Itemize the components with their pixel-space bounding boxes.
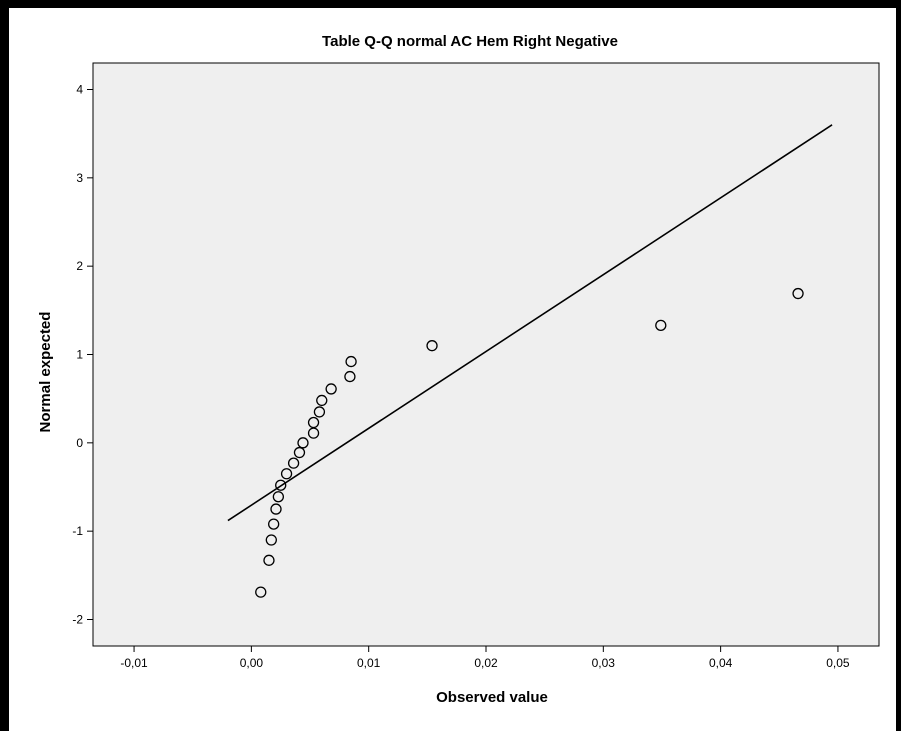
y-tick-label: 4 <box>76 83 83 97</box>
outer-border-top <box>0 0 901 8</box>
data-point <box>293 446 306 459</box>
x-axis-label: Observed value <box>436 689 548 706</box>
data-point <box>272 491 285 503</box>
y-axis-label: Normal expected <box>37 312 54 433</box>
y-tick-label: 0 <box>76 436 83 450</box>
y-tick-label: 2 <box>76 259 83 273</box>
x-tick-label: 0,01 <box>357 656 381 670</box>
x-axis: -0,01 0,00 0,01 0,02 0,03 0,04 0,05 <box>120 646 850 670</box>
reference-line <box>227 124 833 522</box>
x-tick-label: 0,00 <box>240 656 264 670</box>
data-point <box>297 437 309 449</box>
data-point <box>265 534 277 546</box>
x-tick-label: 0,03 <box>592 656 616 670</box>
data-point <box>270 503 282 515</box>
x-tick-label: 0,04 <box>709 656 733 670</box>
outer-border-right <box>896 0 901 731</box>
data-point <box>287 457 300 469</box>
x-tick-label: 0,05 <box>826 656 850 670</box>
y-tick-label: -2 <box>72 613 83 627</box>
data-points <box>255 287 804 598</box>
data-point <box>280 468 293 480</box>
data-point <box>268 518 280 530</box>
chart-title: Table Q-Q normal AC Hem Right Negative <box>322 33 618 50</box>
x-tick-label: -0,01 <box>120 656 148 670</box>
data-point <box>313 406 326 418</box>
data-point <box>255 586 267 598</box>
y-axis: -2 -1 0 1 2 3 4 <box>72 83 93 627</box>
data-point <box>275 479 287 491</box>
data-point <box>426 340 438 352</box>
data-point <box>325 383 337 395</box>
plot-area <box>92 62 880 647</box>
data-point <box>792 287 804 300</box>
data-point <box>345 355 357 368</box>
data-point <box>316 394 328 407</box>
reference-line-group <box>227 124 833 522</box>
data-point <box>307 416 320 429</box>
y-tick-label: 3 <box>76 171 83 185</box>
y-tick-label: -1 <box>72 524 83 538</box>
data-point <box>263 554 275 566</box>
data-point <box>344 370 356 383</box>
y-tick-label: 1 <box>76 348 83 362</box>
x-tick-label: 0,02 <box>474 656 498 670</box>
data-point <box>655 319 667 332</box>
outer-border-left <box>0 0 9 731</box>
